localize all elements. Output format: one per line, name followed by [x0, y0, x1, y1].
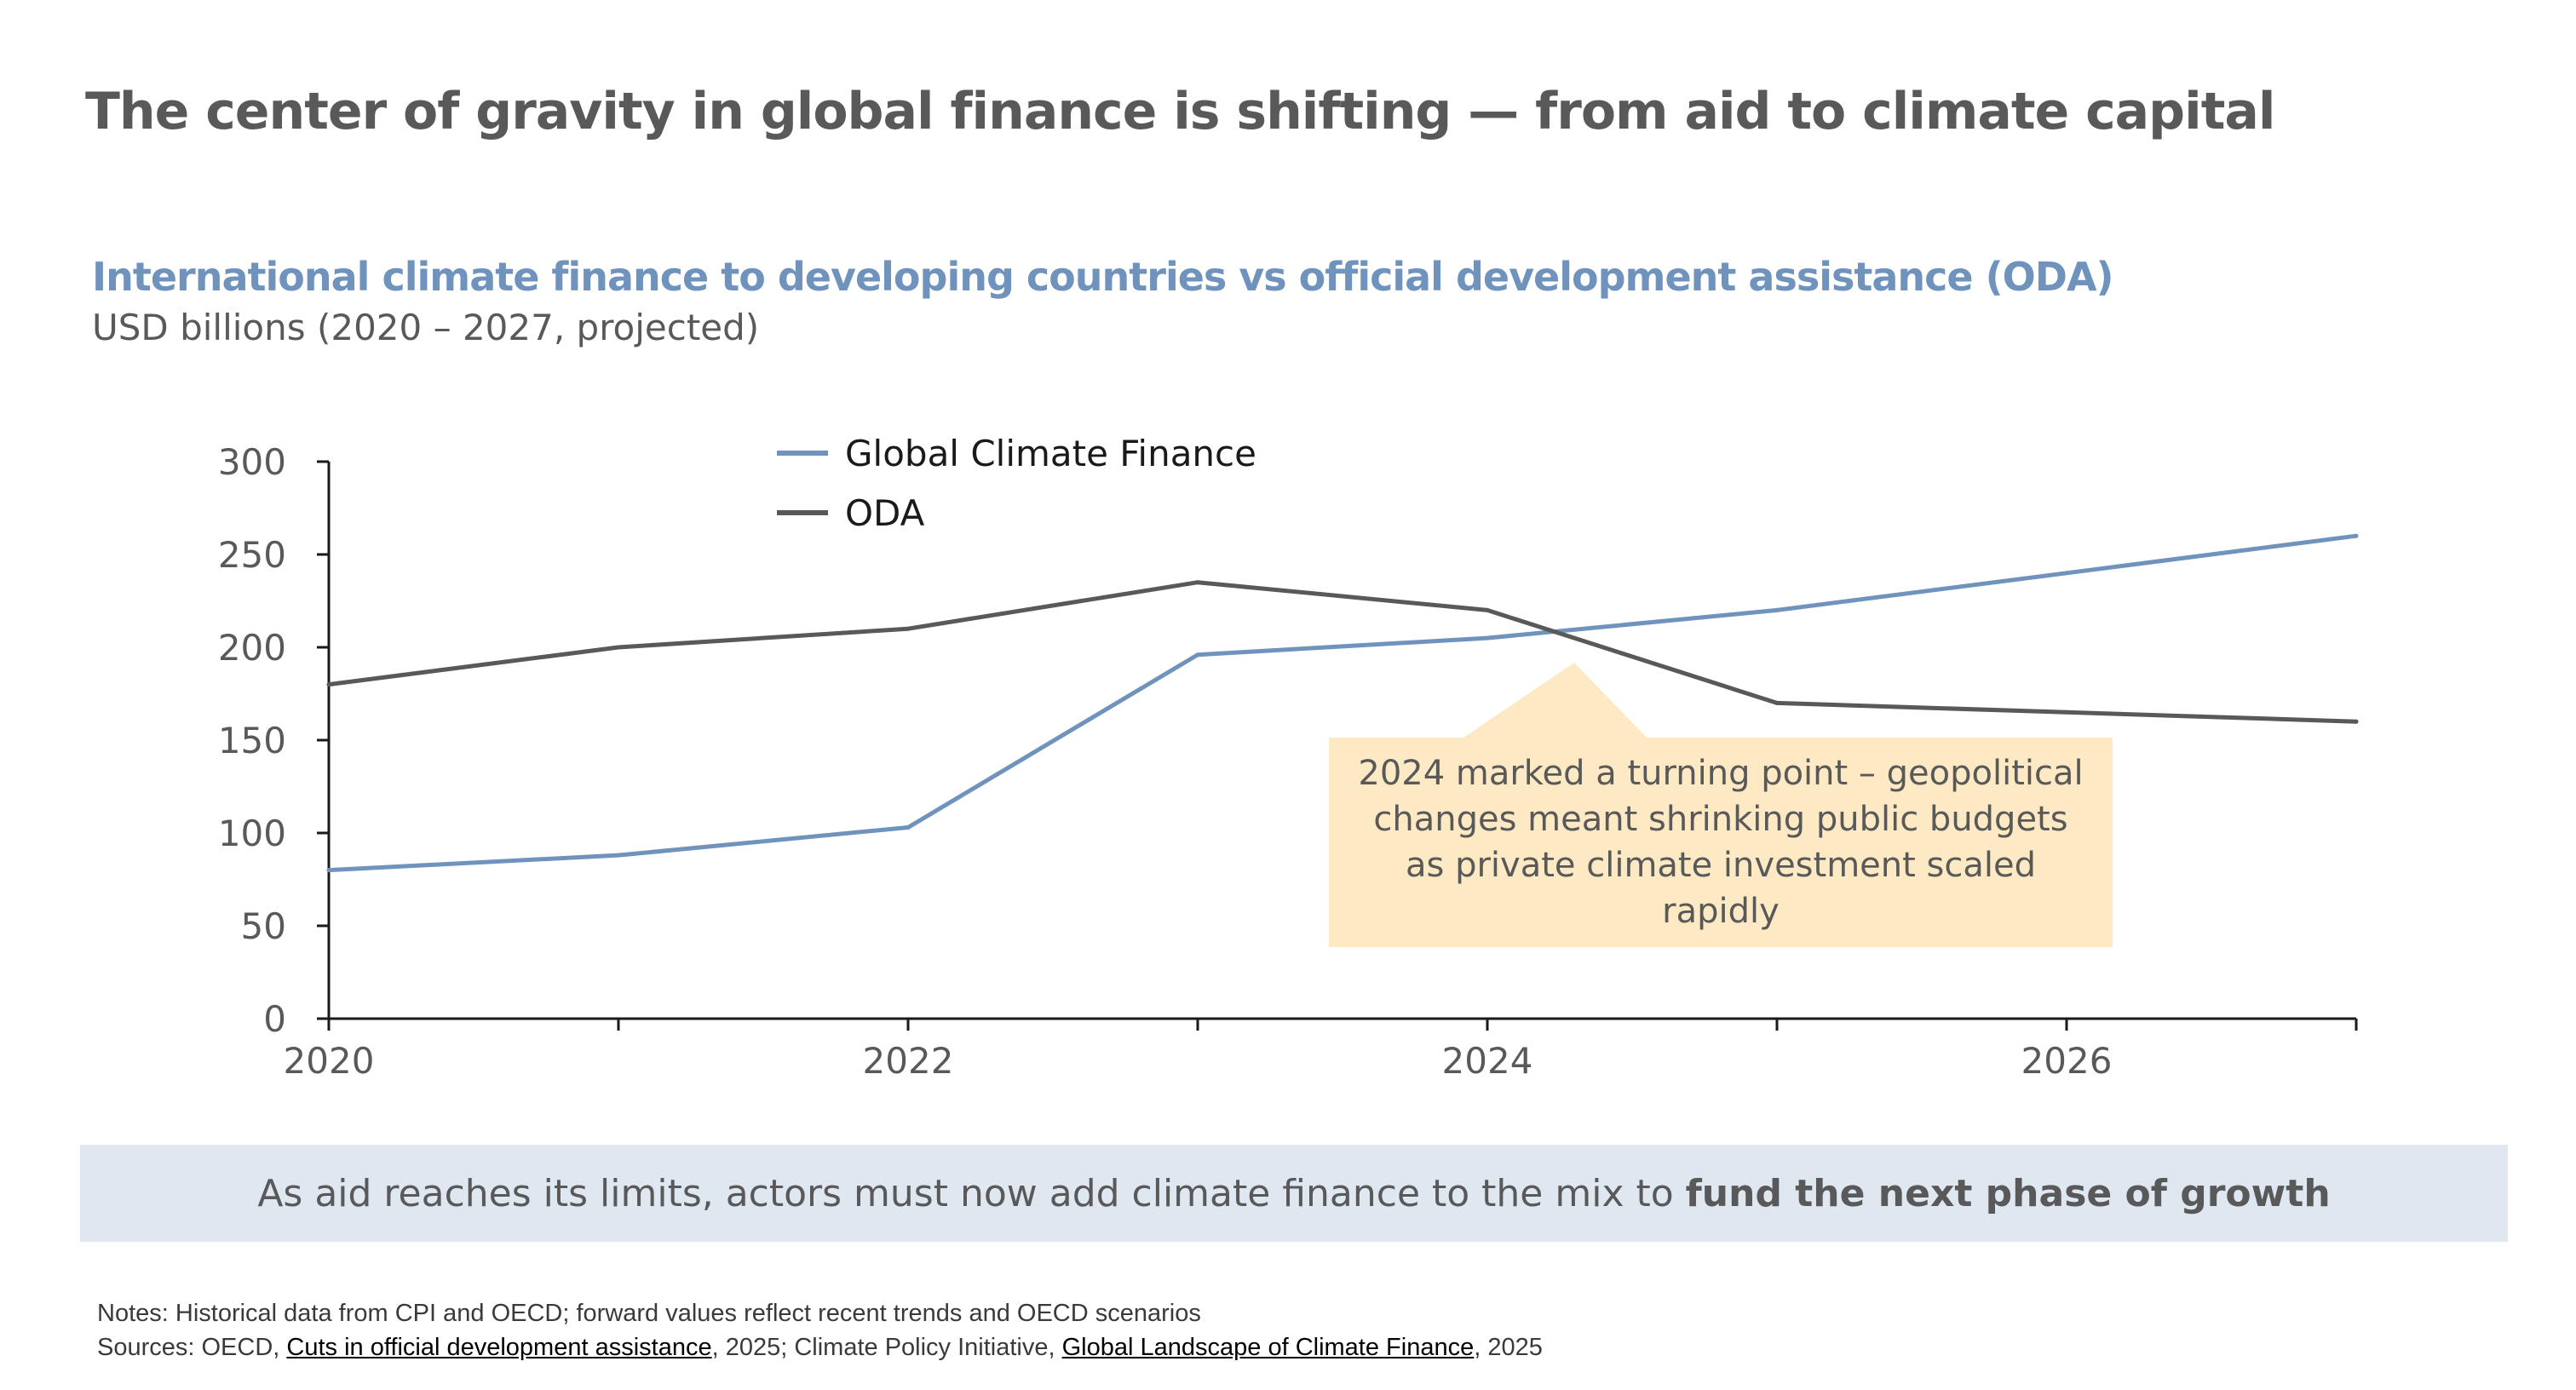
data-point — [2354, 533, 2359, 538]
banner-bold-text: fund the next phase of growth — [1685, 1171, 2331, 1215]
y-tick-label: 250 — [218, 534, 286, 576]
cpi-source-link[interactable]: Global Landscape of Climate Finance — [1061, 1334, 1475, 1361]
data-point — [326, 682, 331, 687]
x-tick-label: 2022 — [863, 1040, 954, 1082]
notes-line: Notes: Historical data from CPI and OECD… — [97, 1300, 1201, 1327]
data-point — [2064, 571, 2069, 576]
data-point — [1195, 652, 1200, 658]
y-tick-label: 150 — [218, 720, 286, 761]
x-tick-label: 2024 — [1442, 1040, 1533, 1082]
x-tick-label: 2026 — [2021, 1040, 2113, 1082]
global-climate-finance-line — [326, 533, 2359, 873]
y-tick-label: 0 — [263, 998, 286, 1040]
x-tick-label: 2020 — [284, 1040, 375, 1082]
data-point — [1485, 607, 1490, 612]
data-point — [326, 868, 331, 873]
chart-subtitle: USD billions (2020 – 2027, projected) — [92, 307, 760, 348]
oecd-source-link[interactable]: Cuts in official development assistance — [286, 1334, 712, 1361]
data-point — [906, 626, 911, 631]
chart-series — [326, 533, 2359, 873]
y-tick-label: 50 — [241, 905, 286, 947]
callout-pointer — [1461, 663, 1648, 739]
chart-legend: Global Climate Finance ODA — [777, 433, 1256, 534]
data-point — [1195, 580, 1200, 585]
chart-axes: 0 50 100 150 200 250 300 2020 2022 2024 2026 — [218, 441, 2358, 1082]
data-point — [2354, 719, 2359, 724]
sources-prefix: Sources: OECD, — [97, 1334, 287, 1361]
footnotes: Notes: Historical data from CPI and OECD… — [97, 1296, 1543, 1364]
data-point — [2064, 709, 2069, 715]
data-point — [1774, 700, 1780, 705]
chart-title: International climate finance to develop… — [92, 254, 2114, 300]
data-point — [1485, 635, 1490, 640]
y-tick-label: 300 — [218, 441, 286, 483]
y-tick-label: 100 — [218, 813, 286, 854]
line-chart: 0 50 100 150 200 250 300 2020 2022 2024 2026 Globa… — [218, 433, 2359, 1082]
y-tick-label: 200 — [218, 627, 286, 669]
oda-line — [326, 580, 2359, 724]
banner-text: As aid reaches its limits, actors must n… — [257, 1171, 1674, 1215]
sources-line: Sources: OECD, Cuts in official developm… — [97, 1330, 1543, 1364]
sources-suffix: , 2025 — [1474, 1334, 1543, 1361]
data-point — [616, 853, 621, 858]
legend-label: Global Climate Finance — [845, 433, 1256, 474]
data-point — [906, 824, 911, 830]
key-message-banner: As aid reaches its limits, actors must n… — [80, 1145, 2508, 1242]
legend-label: ODA — [845, 492, 925, 534]
sources-middle: , 2025; Climate Policy Initiative, — [711, 1334, 1062, 1361]
data-point — [616, 645, 621, 650]
turning-point-callout: 2024 marked a turning point – geopolitic… — [1329, 738, 2113, 947]
page-headline: The center of gravity in global finance … — [85, 82, 2275, 141]
data-point — [1774, 607, 1780, 612]
